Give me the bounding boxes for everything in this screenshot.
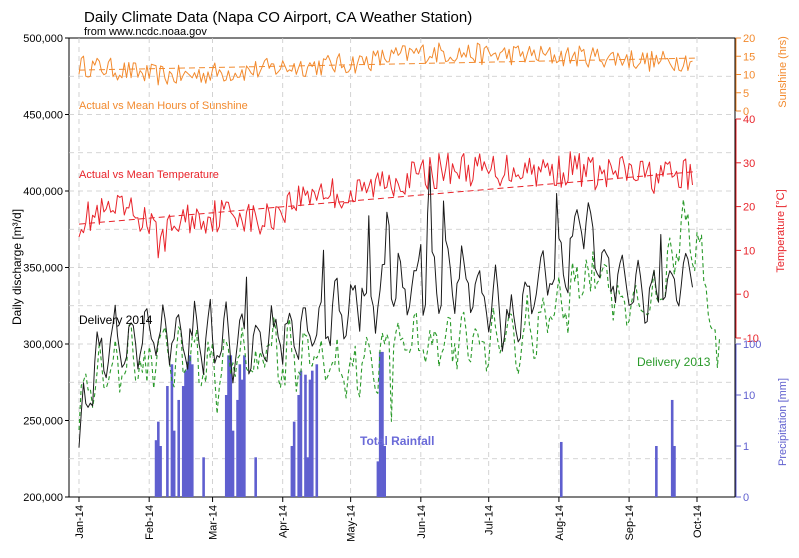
rainfall-bar [177, 399, 181, 497]
discharge-tick-label: 350,000 [23, 263, 63, 275]
chart-subtitle: from www.ncdc.noaa.gov [84, 26, 207, 38]
rainfall-bar [202, 457, 205, 497]
rainfall-bar [190, 364, 194, 497]
sunshine-tick-label: 20 [743, 33, 755, 45]
rainfall-bar [315, 364, 319, 497]
precipitation-tick-label: 1 [743, 441, 749, 453]
rainfall-bar [166, 386, 169, 497]
rainfall-bar [376, 461, 380, 497]
rainfall-bar [186, 361, 190, 497]
precipitation-tick-label: 100 [743, 339, 761, 351]
temperature-tick-label: 40 [743, 114, 755, 126]
rainfall-bar [306, 457, 310, 497]
rainfall-bar [655, 446, 658, 497]
rainfall-bar [154, 440, 158, 497]
rainfall-bar [170, 364, 174, 497]
sunshine-axis-label: Sunshine (hrs) [777, 36, 789, 108]
discharge-tick-label: 300,000 [23, 339, 63, 351]
rainfall-bar [224, 395, 228, 497]
rainfall-annotation: Total Rainfall [360, 434, 434, 448]
x-tick-label: Aug-14 [554, 505, 566, 540]
sunshine-tick-label: 0 [743, 106, 749, 118]
discharge-tick-label: 250,000 [23, 416, 63, 428]
temperature-annotation: Actual vs Mean Temperature [79, 169, 219, 181]
chart-title: Daily Climate Data (Napa CO Airport, CA … [84, 9, 472, 26]
temperature-tick-label: -10 [743, 333, 759, 345]
rainfall-bar [229, 355, 233, 497]
x-tick-label: Jul-14 [484, 505, 496, 535]
x-tick-label: Apr-14 [278, 505, 290, 538]
x-tick-label: Feb-14 [144, 505, 156, 540]
x-tick-label: Jun-14 [416, 505, 428, 539]
temperature-tick-label: 10 [743, 245, 755, 257]
rainfall-bar [310, 370, 314, 497]
rainfall-bar [292, 421, 296, 497]
discharge-tick-label: 200,000 [23, 492, 63, 504]
precipitation-tick-label: 0 [743, 492, 749, 504]
sunshine-tick-label: 15 [743, 51, 755, 63]
rainfall-bar [172, 430, 176, 497]
rainfall-bar [304, 374, 307, 497]
rainfall-bar [159, 446, 162, 497]
rainfall-bar [188, 355, 192, 497]
delivery2013-line [78, 198, 721, 431]
rainfall-bar [240, 379, 244, 497]
series-layer [78, 42, 721, 497]
temperature-line [78, 151, 693, 259]
temperature-axis-label: Temperature [°C] [775, 189, 787, 272]
rainfall-bar [308, 379, 312, 497]
rainfall-bar [383, 446, 387, 497]
axes-layer: Jan-14 Feb-14 Mar-14 Apr-14 May-14 Jun-14 Jul-… [23, 33, 761, 542]
discharge-tick-label: 450,000 [23, 110, 63, 122]
sunshine-tick-label: 5 [743, 88, 749, 100]
rainfall-bar [673, 446, 676, 497]
x-tick-label: Mar-14 [208, 505, 220, 540]
sunshine-line [78, 42, 693, 86]
rainfall-bar [227, 355, 230, 497]
discharge-tick-label: 500,000 [23, 33, 63, 45]
rainfall-bar [299, 370, 303, 497]
temperature-tick-label: 0 [743, 289, 749, 301]
sunshine-tick-label: 10 [743, 70, 755, 82]
precipitation-tick-label: 10 [743, 390, 755, 402]
rainfall-bar [670, 399, 674, 497]
rainfall-bar [231, 430, 235, 497]
rainfall-bar [184, 370, 187, 497]
delivery2014-annotation: Delivery 2014 [79, 313, 153, 327]
temperature-tick-label: 20 [743, 202, 755, 214]
delivery2014-line [78, 166, 693, 448]
rainfall-bar [559, 441, 563, 497]
sunshine-mean-line [78, 57, 698, 71]
rainfall-bar [290, 446, 294, 497]
rainfall-bar [297, 395, 300, 497]
rainfall-bar [157, 421, 160, 497]
rainfall-bar [378, 351, 382, 497]
precipitation-axis-label: Precipitation [mm] [777, 378, 789, 466]
rainfall-bar [381, 351, 384, 497]
discharge-axis-label: Daily discharge [m³/d] [10, 209, 24, 325]
rainfall-bar [236, 399, 239, 497]
temperature-tick-label: 30 [743, 158, 755, 170]
x-tick-label: Sep-14 [624, 505, 636, 540]
x-tick-label: May-14 [346, 505, 358, 542]
sunshine-annotation: Actual vs Mean Hours of Sunshine [79, 100, 248, 112]
delivery2013-annotation: Delivery 2013 [637, 355, 711, 369]
rainfall-bar [181, 386, 185, 497]
rainfall-bar [254, 457, 257, 497]
discharge-tick-label: 400,000 [23, 186, 63, 198]
rainfall-bar [243, 355, 246, 497]
x-tick-label: Jan-14 [74, 505, 86, 539]
rainfall-bar [238, 364, 242, 497]
x-tick-label: Oct-14 [692, 505, 704, 538]
